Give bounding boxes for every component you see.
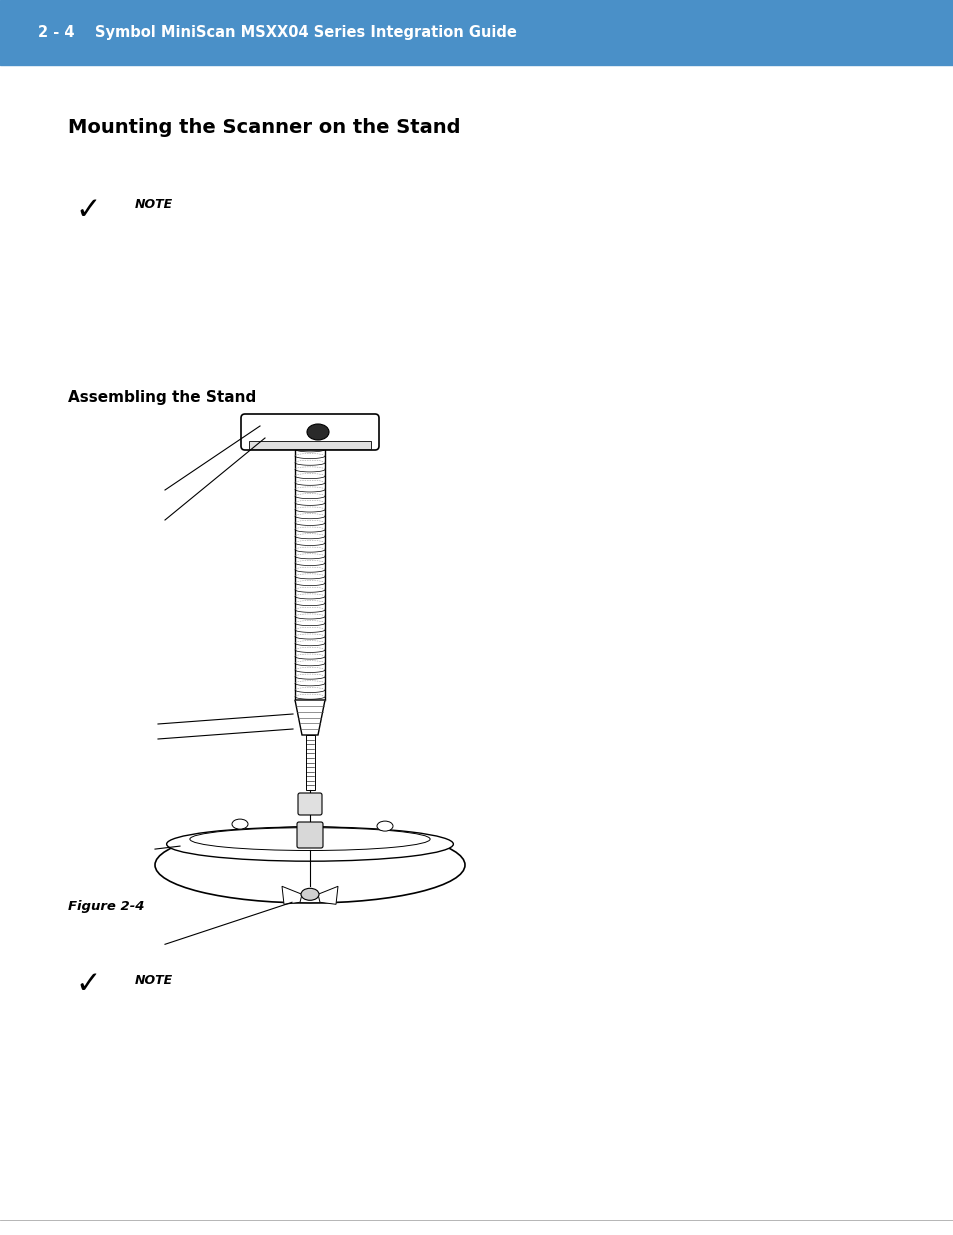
Text: Figure 2-4: Figure 2-4: [68, 900, 144, 913]
Ellipse shape: [376, 821, 393, 831]
Ellipse shape: [232, 819, 248, 829]
Ellipse shape: [154, 827, 464, 903]
Bar: [0, 0, 953, 65]
FancyBboxPatch shape: [241, 414, 378, 450]
Ellipse shape: [167, 827, 453, 861]
Polygon shape: [282, 887, 302, 904]
FancyBboxPatch shape: [297, 793, 322, 815]
Text: Assembling the Stand: Assembling the Stand: [68, 390, 256, 405]
Ellipse shape: [190, 827, 430, 851]
Bar: [249, 441, 371, 450]
Bar: [294, 446, 325, 700]
FancyBboxPatch shape: [296, 823, 323, 848]
Text: ✓: ✓: [75, 971, 101, 999]
Ellipse shape: [307, 424, 329, 440]
Text: NOTE: NOTE: [135, 199, 172, 211]
Polygon shape: [294, 700, 325, 735]
Text: NOTE: NOTE: [135, 973, 172, 987]
Ellipse shape: [301, 888, 318, 900]
Text: Mounting the Scanner on the Stand: Mounting the Scanner on the Stand: [68, 119, 460, 137]
Bar: [306, 735, 314, 790]
Text: ✓: ✓: [75, 195, 101, 225]
Text: 2 - 4    Symbol MiniScan MSXX04 Series Integration Guide: 2 - 4 Symbol MiniScan MSXX04 Series Inte…: [38, 25, 517, 40]
Polygon shape: [317, 887, 337, 904]
